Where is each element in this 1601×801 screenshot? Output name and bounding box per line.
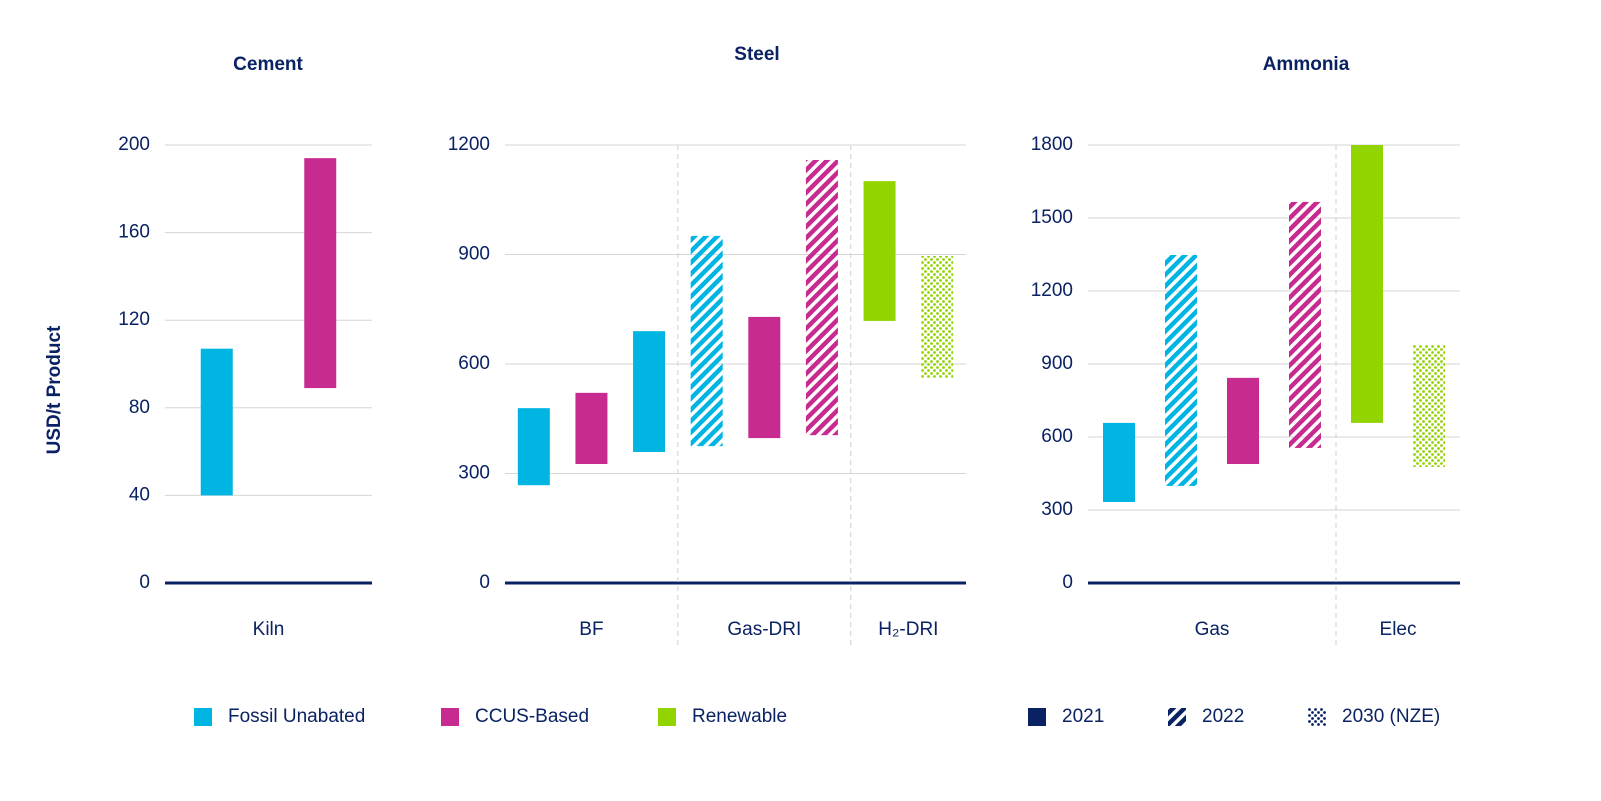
group-label: Kiln xyxy=(253,619,285,640)
legend-swatch xyxy=(194,708,212,726)
legend-label: 2022 xyxy=(1202,706,1244,727)
legend-label: Renewable xyxy=(692,706,787,727)
y-tick-label: 1200 xyxy=(1031,280,1073,301)
y-tick-label: 300 xyxy=(1041,499,1073,520)
y-axis-label: USD/t Product xyxy=(44,325,65,454)
y-tick-label: 40 xyxy=(129,484,150,505)
group-label: BF xyxy=(579,619,603,640)
legend-label: 2021 xyxy=(1062,706,1104,727)
group-label: Gas xyxy=(1195,619,1230,640)
legend-label: CCUS-Based xyxy=(475,706,589,727)
bar xyxy=(517,408,550,486)
y-tick-label: 160 xyxy=(118,222,150,243)
y-tick-label: 0 xyxy=(1062,572,1073,593)
bar xyxy=(304,158,337,389)
legend-swatch xyxy=(441,708,459,726)
bar xyxy=(863,181,896,321)
legend-swatch xyxy=(1028,708,1046,726)
group-label: Gas-DRI xyxy=(727,619,801,640)
bar xyxy=(1413,345,1445,467)
y-tick-label: 1500 xyxy=(1031,207,1073,228)
bar xyxy=(1351,145,1383,423)
y-tick-label: 900 xyxy=(1041,353,1073,374)
group-label: Elec xyxy=(1380,619,1417,640)
bar xyxy=(575,392,608,465)
legend-swatch xyxy=(1308,708,1326,726)
y-tick-label: 1800 xyxy=(1031,134,1073,155)
bar xyxy=(805,159,838,436)
y-tick-label: 600 xyxy=(458,353,490,374)
bar xyxy=(690,235,723,447)
y-tick-label: 1200 xyxy=(448,134,490,155)
panel-title: Cement xyxy=(233,54,303,75)
legend-swatch xyxy=(1168,708,1186,726)
y-tick-label: 200 xyxy=(118,134,150,155)
bar xyxy=(1227,377,1259,465)
y-tick-label: 80 xyxy=(129,397,150,418)
bar xyxy=(748,316,781,439)
legend-swatch xyxy=(658,708,676,726)
legend-label: 2030 (NZE) xyxy=(1342,706,1440,727)
panel-title: Steel xyxy=(734,44,779,65)
bar xyxy=(200,348,233,496)
group-label: H₂-DRI xyxy=(878,619,938,640)
bar xyxy=(921,255,954,378)
panel-title: Ammonia xyxy=(1263,54,1350,75)
bar xyxy=(633,331,666,452)
y-tick-label: 0 xyxy=(139,572,150,593)
y-tick-label: 300 xyxy=(458,463,490,484)
y-tick-label: 120 xyxy=(118,309,150,330)
bar xyxy=(1103,422,1135,502)
bar xyxy=(1289,201,1321,448)
legend-label: Fossil Unabated xyxy=(228,706,365,727)
y-tick-label: 900 xyxy=(458,244,490,265)
y-tick-label: 600 xyxy=(1041,426,1073,447)
y-tick-label: 0 xyxy=(479,572,490,593)
bar xyxy=(1165,254,1197,486)
